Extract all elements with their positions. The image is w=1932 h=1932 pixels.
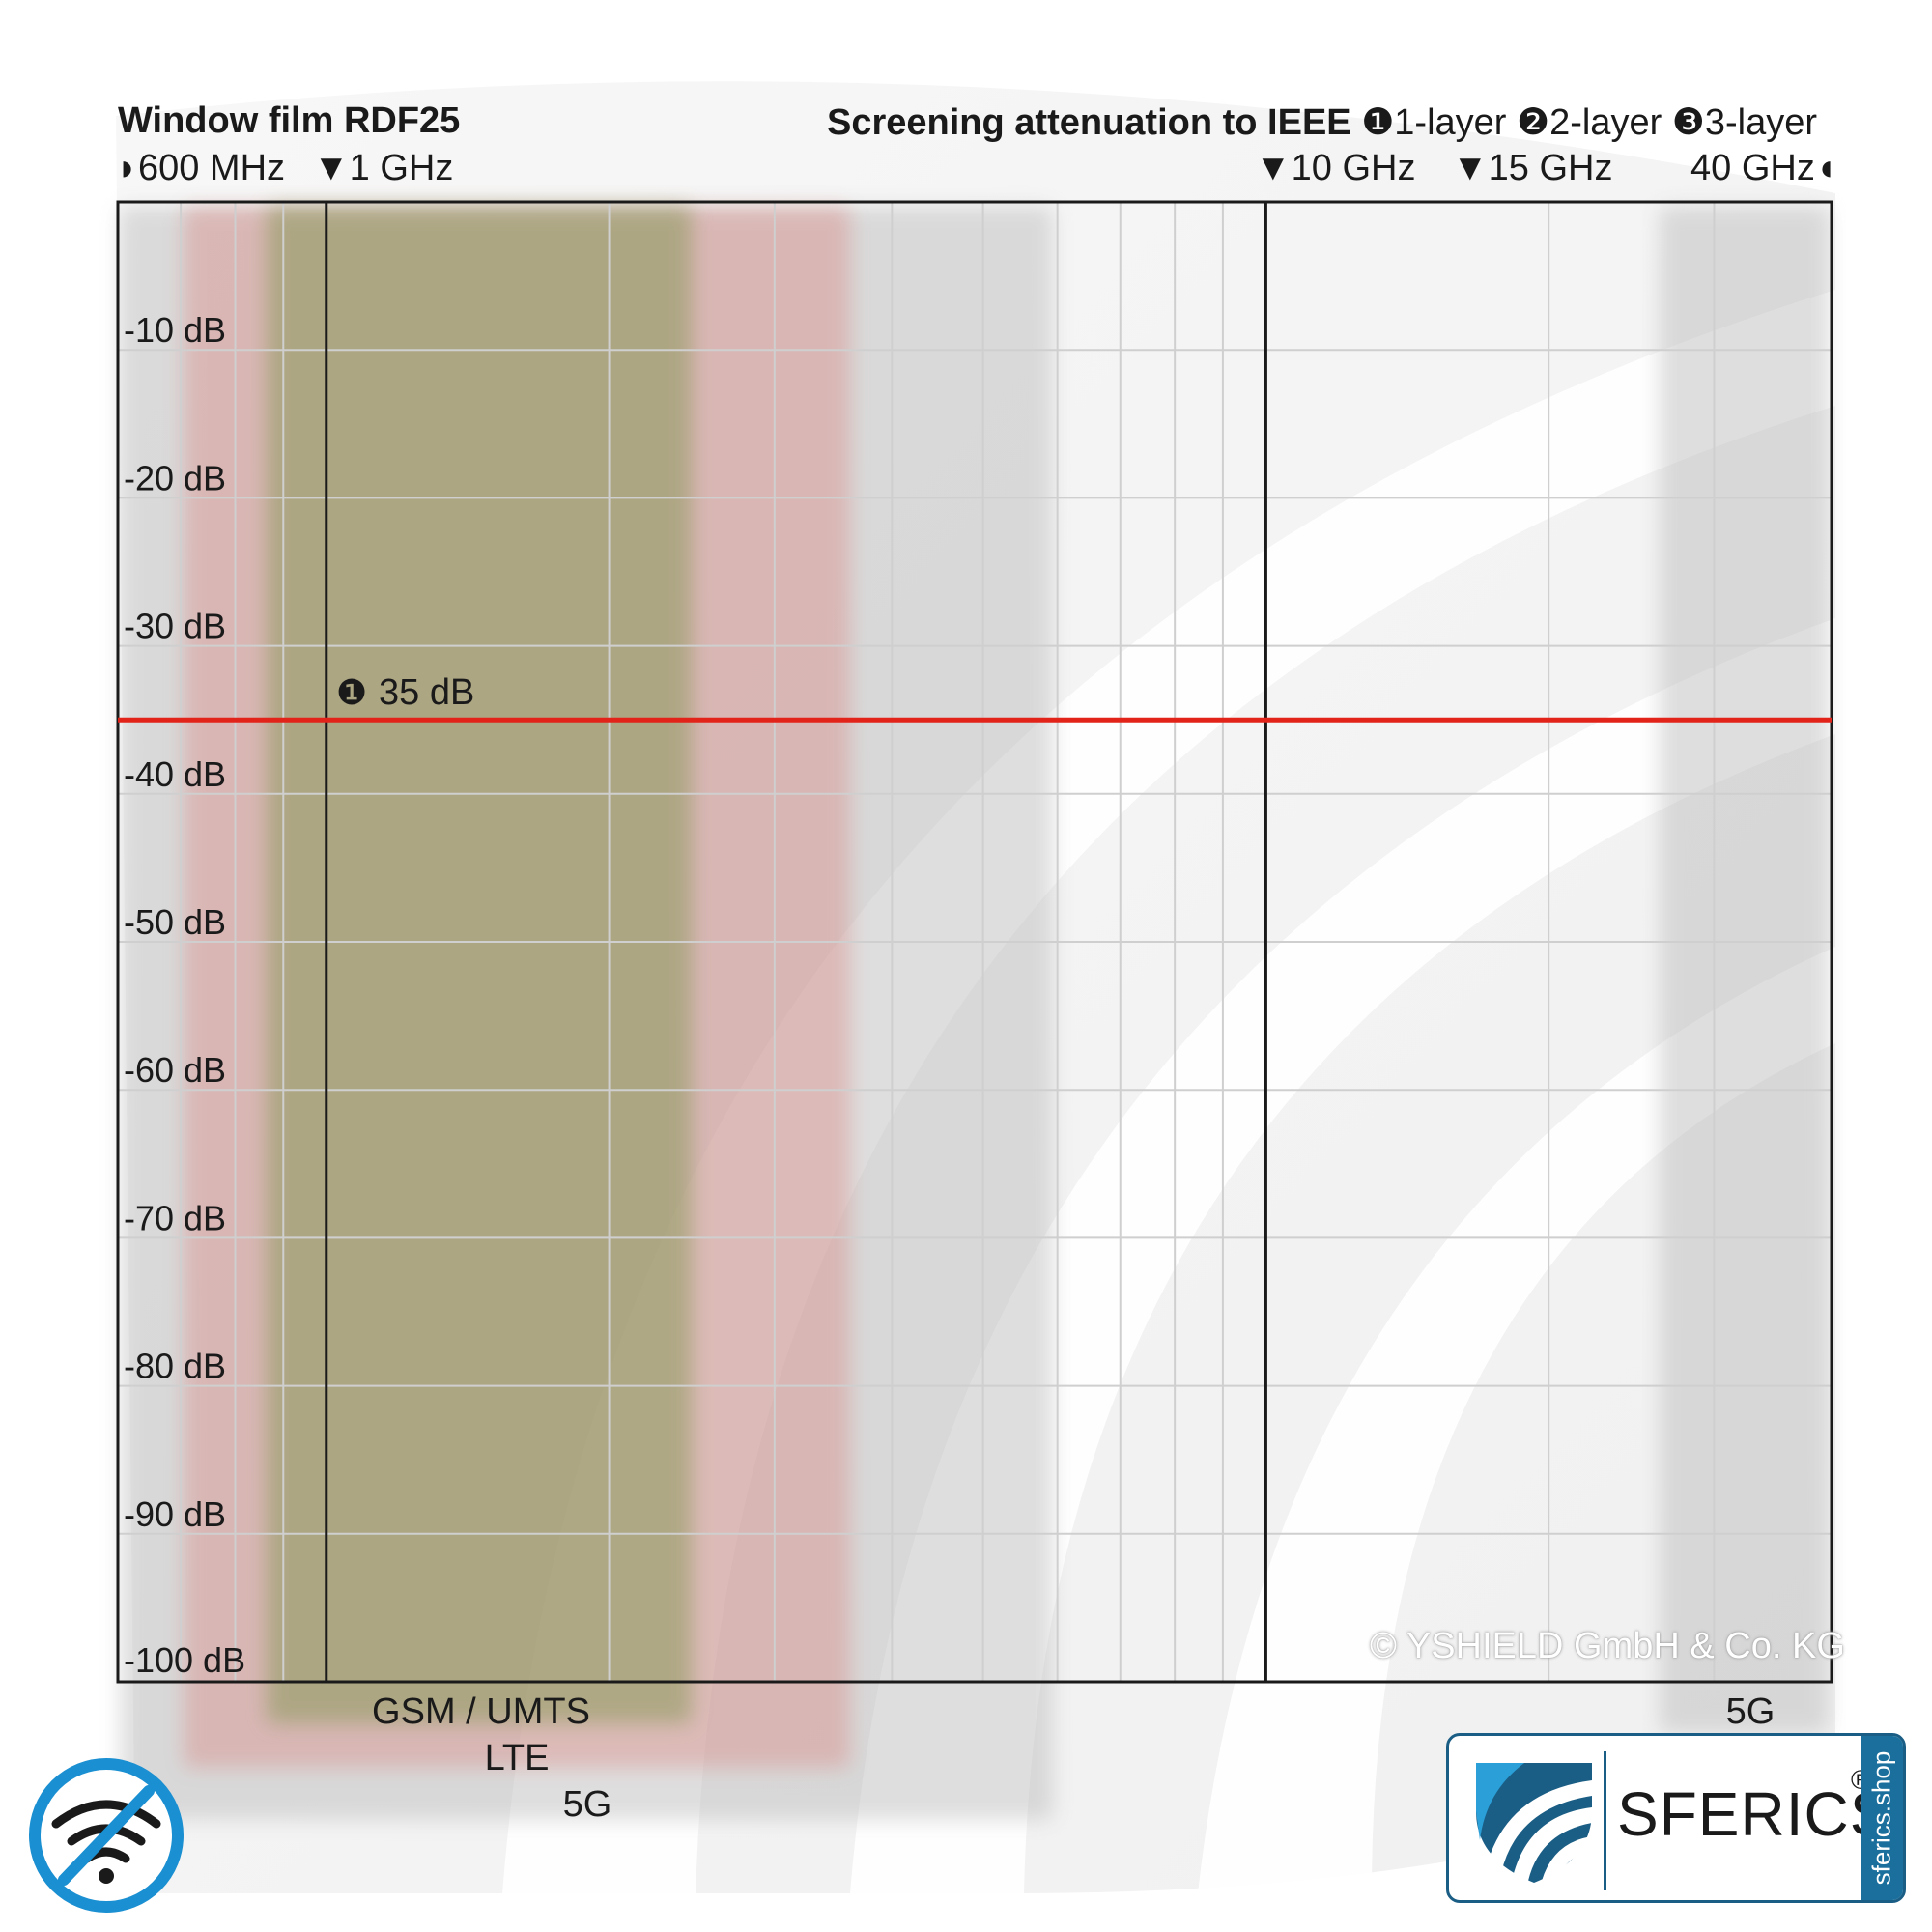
y-tick-label: -40 dB [124,754,226,794]
y-tick-label: -90 dB [124,1494,226,1534]
layer-3-marker: ❸ [1671,102,1705,143]
logo-sidebar: sferics.shop [1861,1736,1903,1900]
y-tick-label: -10 dB [124,310,226,350]
logo-url: sferics.shop [1866,1750,1896,1886]
freq-label: 40 GHz [1690,148,1815,188]
band-labels: GSM / UMTS LTE 5G 5G [372,1691,1775,1825]
layer-1-marker: ❶ [1361,102,1395,143]
y-tick-label: -50 dB [124,902,226,942]
frequency-bands [120,207,1829,1820]
y-tick-label: -100 dB [124,1640,245,1680]
copyright-notice: © YSHIELD GmbH & Co. KG [1370,1626,1845,1666]
plot-frame [116,200,1833,1684]
sferics-logo: SFERICS ® sferics.shop [1446,1733,1906,1903]
screening-title: Screening attenuation to IEEE [827,102,1351,143]
freq-label: 10 GHz [1291,148,1416,188]
freq-label: 15 GHz [1488,148,1613,188]
y-axis-ticks: -10 dB -20 dB -30 dB -40 dB -50 dB -60 dB -70 … [124,310,245,1680]
series-marker: ❶ [336,673,367,713]
chart-grid [116,200,1833,1684]
band-2 [1660,207,1829,1733]
sferics-shield-icon [1476,1763,1592,1883]
freq-label: 600 MHz [137,148,286,188]
layer-3-label: 3-layer [1704,102,1818,143]
y-tick-label: -30 dB [124,607,226,646]
layer-2-marker: ❷ [1517,102,1550,143]
freq-marker-10ghz: ▼10 GHz [1255,148,1415,189]
left-pointer-icon: ◖ [1814,148,1837,188]
down-triangle-icon: ▼ [313,148,350,188]
screening-legend: Screening attenuation to IEEE ❶1-layer ❷… [827,100,1817,144]
chart-series: ❶ 35 dB [118,672,1832,723]
series-value-label: 35 dB [379,672,474,713]
freq-marker-40ghz: 40 GHz◖ [1690,148,1837,189]
band-label: LTE [485,1738,550,1778]
y-tick-label: -80 dB [124,1347,226,1386]
y-tick-label: -20 dB [124,458,226,497]
down-triangle-icon: ▼ [1255,148,1292,188]
freq-marker-1ghz: ▼1 GHz [313,148,453,189]
layer-1-label: 1-layer [1394,102,1507,143]
right-pointer-icon: ◗ [116,148,138,188]
y-tick-label: -60 dB [124,1050,226,1090]
y-tick-label: -70 dB [124,1198,226,1237]
logo-divider [1604,1751,1606,1890]
layer-2-label: 2-layer [1549,102,1662,143]
freq-marker-15ghz: ▼15 GHz [1452,148,1612,189]
logo-brand: SFERICS [1617,1779,1892,1849]
down-triangle-icon: ▼ [1452,148,1489,188]
band-label: 5G [563,1784,612,1825]
no-wifi-icon [29,1758,184,1913]
band-label: GSM / UMTS [372,1691,590,1732]
product-title: Window film RDF25 [118,100,461,141]
freq-label: 1 GHz [349,148,454,188]
band-label: 5G [1726,1691,1776,1732]
band-4 [267,207,692,1723]
freq-marker-600mhz: ◗600 MHz [116,148,285,189]
